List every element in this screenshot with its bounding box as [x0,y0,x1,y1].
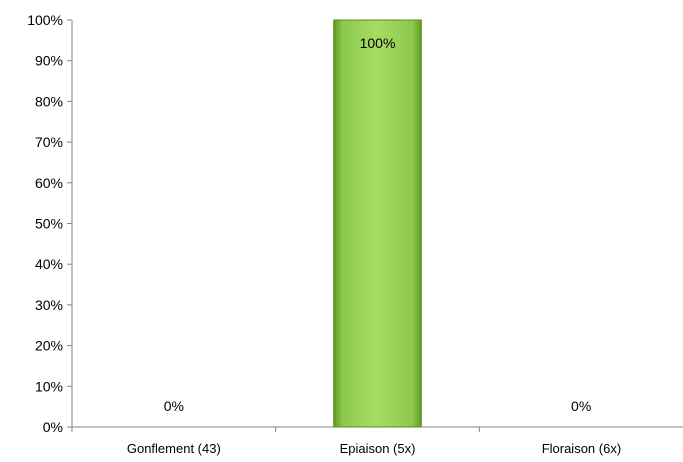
y-tick-label: 100% [27,12,63,28]
data-label: 100% [360,35,396,51]
data-labels: 0% 100% 0% [164,35,592,414]
y-tick-label: 0% [43,419,63,435]
y-tick-label: 60% [35,175,63,191]
data-label: 0% [164,398,184,414]
y-tick-label: 50% [35,216,63,232]
x-axis: Gonflement (43) Epiaison (5x) Floraison (6… [71,426,683,456]
x-tick-label: Gonflement (43) [127,441,221,456]
y-tick-label: 10% [35,378,63,394]
y-tick-label: 40% [35,256,63,272]
y-tick-label: 80% [35,93,63,109]
y-tick-label: 20% [35,338,63,354]
y-tick-label: 30% [35,297,63,313]
y-tick-label: 90% [35,53,63,69]
bar [333,19,422,428]
x-tick-label: Epiaison (5x) [340,441,416,456]
bars [333,19,422,428]
y-axis: 0% 10% 20% 30% 40% 50% 60% 70% 80% 90% 100% [27,12,73,435]
x-tick-label: Floraison (6x) [542,441,621,456]
data-label: 0% [571,398,591,414]
y-tick-label: 70% [35,134,63,150]
